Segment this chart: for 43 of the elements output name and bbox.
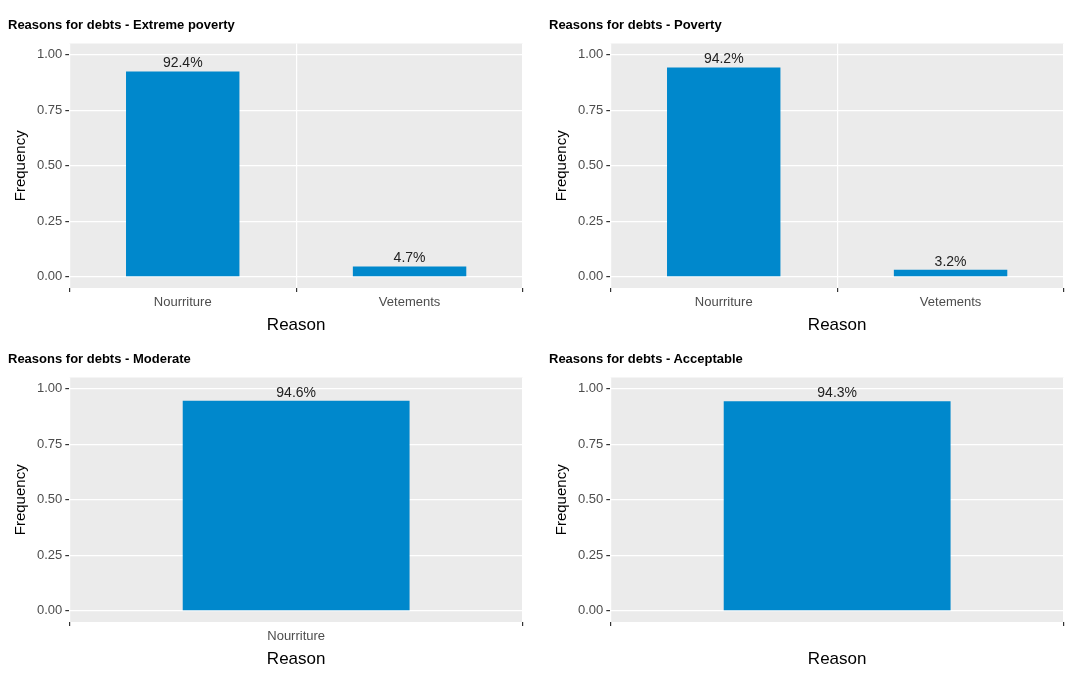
data-label: 92.4% (162, 54, 203, 71)
x-axis-title: Reason (807, 649, 867, 669)
y-tick-label: 0.75 (36, 435, 63, 451)
y-tick-label: 1.00 (36, 46, 63, 62)
y-tick-label: 0.75 (36, 101, 63, 117)
y-tick-label: 0.25 (577, 212, 604, 228)
x-tick-label: Nourriture (267, 628, 326, 644)
x-axis-title: Reason (807, 315, 867, 335)
y-tick-label: 0.50 (577, 157, 604, 173)
x-tick-label: Vetements (378, 294, 441, 310)
y-tick-label: 0.25 (36, 212, 63, 228)
data-label: 94.3% (817, 384, 857, 401)
chart-title: Reasons for debts - Poverty (549, 17, 723, 33)
data-label: 3.2% (934, 252, 967, 269)
y-tick-label: 0.00 (577, 268, 604, 284)
x-tick-label: Vetements (919, 294, 982, 310)
data-label: 4.7% (393, 249, 426, 266)
y-tick-label: 0.00 (36, 268, 63, 284)
x-axis-title: Reason (266, 315, 326, 335)
y-tick-label: 1.00 (36, 380, 63, 396)
y-tick-label: 1.00 (577, 46, 604, 62)
x-tick-label: Nourriture (694, 294, 753, 310)
y-axis-title: Frequency (552, 129, 570, 202)
y-tick-label: 0.00 (36, 602, 63, 618)
y-axis-title: Frequency (11, 129, 29, 202)
y-axis-title: Frequency (11, 463, 29, 536)
chart-title: Reasons for debts - Moderate (8, 351, 191, 367)
y-tick-label: 0.25 (36, 546, 63, 562)
data-label: 94.2% (703, 50, 744, 67)
y-tick-label: 0.00 (577, 602, 604, 618)
y-tick-label: 1.00 (577, 380, 604, 396)
y-tick-label: 0.50 (36, 157, 63, 173)
chart-title: Reasons for debts - Extreme poverty (8, 17, 236, 33)
x-tick-label: Nourriture (153, 294, 212, 310)
y-tick-label: 0.50 (36, 491, 63, 507)
y-tick-label: 0.75 (577, 101, 604, 117)
y-tick-label: 0.75 (577, 435, 604, 451)
y-tick-label: 0.50 (577, 491, 604, 507)
y-tick-label: 0.25 (577, 546, 604, 562)
y-axis-title: Frequency (552, 463, 570, 536)
chart-title: Reasons for debts - Acceptable (549, 351, 743, 367)
data-label: 94.6% (276, 383, 316, 400)
x-axis-title: Reason (266, 649, 326, 669)
